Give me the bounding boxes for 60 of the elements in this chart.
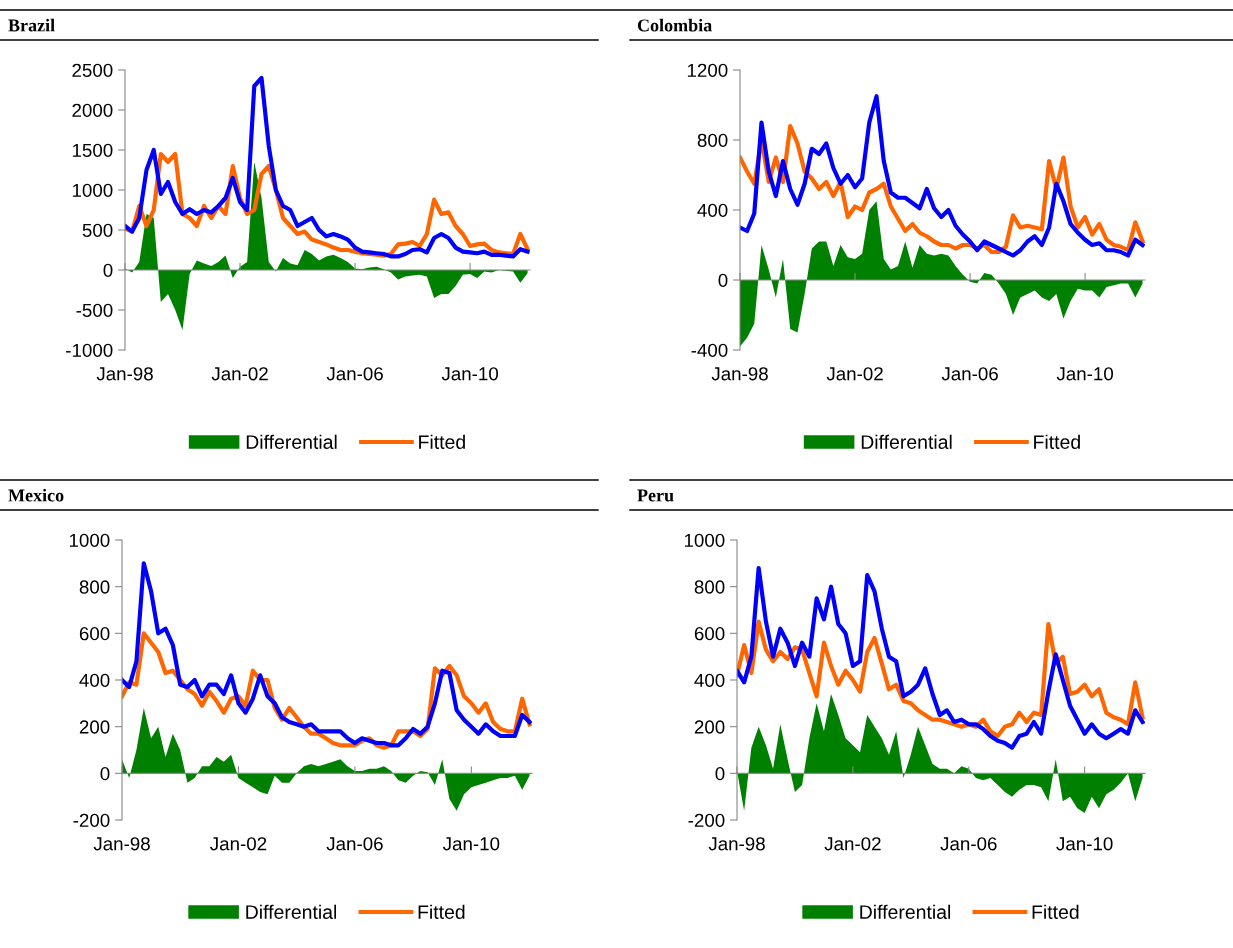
line-series [737, 619, 1145, 739]
x-tick-label: Jan-98 [708, 837, 765, 851]
chart-title: Peru [637, 489, 674, 502]
x-tick-label: Jan-98 [711, 367, 768, 381]
y-tick-label: 0 [100, 767, 110, 781]
x-tick-label: Jan-98 [93, 837, 150, 851]
y-tick-label: 1000 [69, 533, 110, 547]
legend-label: Differential [861, 434, 952, 449]
y-tick-label: 600 [79, 627, 110, 641]
y-tick-label: 1200 [687, 63, 728, 77]
legend-label: Fitted [1034, 434, 1080, 449]
x-tick-label: Jan-98 [96, 367, 153, 381]
x-tick-label: Jan-06 [940, 837, 997, 851]
x-tick-label: Jan-02 [210, 837, 267, 851]
y-tick-label: 400 [694, 673, 725, 687]
x-tick-label: Jan-02 [211, 367, 268, 381]
y-tick-label: 800 [697, 133, 728, 147]
x-tick-label: Jan-02 [824, 837, 881, 851]
y-tick-label: 2000 [72, 103, 113, 117]
line-series [122, 561, 532, 748]
line-series [125, 75, 530, 259]
x-tick-label: Jan-06 [326, 367, 383, 381]
line-series [740, 94, 1145, 258]
line-series [737, 565, 1145, 750]
x-tick-label: Jan-10 [1056, 367, 1114, 381]
x-tick-label: Jan-10 [441, 367, 499, 381]
y-tick-label: 200 [694, 720, 725, 734]
x-tick-label: Jan-10 [1056, 837, 1113, 851]
y-tick-label: 500 [82, 223, 113, 237]
y-tick-label: 600 [694, 627, 725, 641]
chart-title: Mexico [8, 488, 64, 502]
x-tick-label: Jan-06 [326, 837, 383, 851]
y-tick-label: -1000 [66, 343, 113, 357]
y-tick-label: 0 [718, 273, 728, 287]
chart-title: Colombia [637, 18, 712, 32]
y-tick-label: 1000 [72, 183, 113, 197]
y-tick-label: 1000 [684, 533, 725, 547]
y-tick-label: 400 [79, 673, 110, 687]
y-tick-label: 800 [79, 580, 110, 594]
y-tick-label: -400 [691, 343, 728, 357]
legend-label: Fitted [419, 434, 465, 449]
y-tick-label: 400 [697, 203, 728, 217]
y-tick-label: 200 [79, 720, 110, 734]
legend-label: Differential [246, 904, 337, 919]
chart-title: Brazil [8, 18, 55, 32]
y-tick-label: 800 [694, 580, 725, 594]
x-tick-label: Jan-06 [941, 367, 998, 381]
x-tick-label: Jan-02 [826, 367, 883, 381]
y-tick-label: 1500 [72, 143, 113, 157]
y-tick-label: -200 [73, 813, 110, 827]
legend-label: Fitted [1032, 904, 1079, 919]
y-tick-label: 2500 [72, 63, 113, 77]
y-tick-label: -200 [688, 813, 725, 827]
y-tick-label: 0 [103, 263, 113, 277]
legend-label: Differential [246, 434, 337, 449]
legend-label: Differential [860, 904, 951, 919]
x-tick-label: Jan-10 [442, 837, 500, 851]
legend-label: Fitted [418, 904, 465, 919]
y-tick-label: 0 [715, 767, 725, 781]
y-tick-label: -500 [76, 303, 113, 317]
